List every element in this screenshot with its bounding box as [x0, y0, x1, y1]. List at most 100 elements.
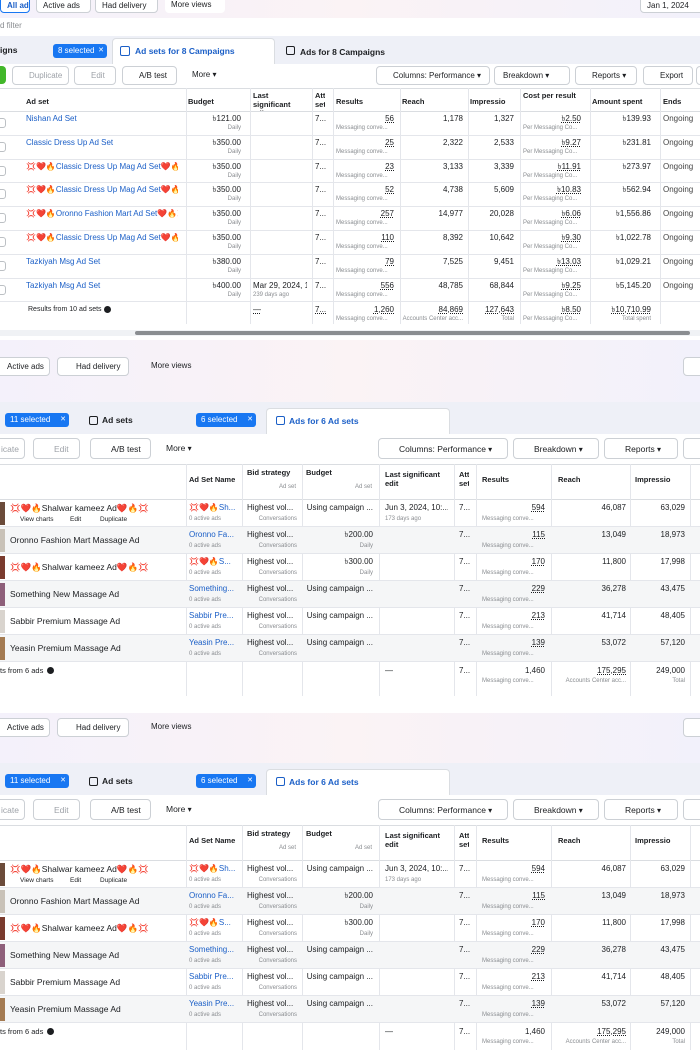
column-header[interactable]: Results — [336, 96, 364, 106]
column-header[interactable]: Reach — [402, 96, 425, 106]
toolbar-button[interactable]: Breakdown — [494, 66, 570, 85]
toolbar-button[interactable]: icate — [0, 438, 25, 459]
view-button[interactable]: Active ads — [0, 718, 50, 737]
toolbar-button[interactable]: More — [160, 799, 204, 820]
row-action[interactable]: Duplicate — [100, 516, 128, 523]
column-header[interactable]: Bid strategy — [247, 468, 291, 477]
column-header[interactable]: Amount spent — [592, 96, 643, 106]
column-header[interactable]: Reach — [558, 835, 581, 845]
view-button[interactable]: More views — [151, 722, 192, 731]
date-picker[interactable]: Jan 1, 2024 — [640, 0, 700, 13]
footer-att: 7... — [459, 666, 470, 675]
column-divider — [468, 88, 469, 324]
toolbar-button[interactable]: Columns: Performance — [378, 438, 508, 459]
cell-impressions: 17,998 — [660, 557, 685, 566]
column-header[interactable]: Results — [482, 474, 510, 484]
column-header[interactable]: Ad Set Name — [189, 835, 236, 845]
column-header[interactable]: Budget — [306, 468, 332, 477]
toolbar-button[interactable]: Duplicate — [12, 66, 69, 85]
row-stripe — [0, 635, 700, 662]
toolbar-button[interactable]: Edit — [74, 66, 116, 85]
toolbar-button[interactable]: Reports — [575, 66, 637, 85]
selected-pill[interactable]: 6 selected — [196, 413, 256, 427]
ad-thumbnail — [0, 863, 5, 886]
column-header[interactable]: Impressio — [635, 835, 671, 845]
toolbar-button[interactable]: Export — [643, 66, 693, 85]
column-header[interactable]: Reach — [558, 474, 581, 484]
column-header[interactable]: Ends — [663, 96, 682, 106]
column-header[interactable]: Att set — [459, 470, 469, 488]
column-header[interactable]: Cost per result — [523, 91, 576, 100]
tab-adsets[interactable]: Ad sets — [102, 776, 133, 786]
toolbar-button[interactable]: Columns: Performance — [376, 66, 490, 85]
tab-ads[interactable]: Ads for 8 Campaigns — [300, 47, 386, 57]
row-action[interactable]: Edit — [70, 516, 82, 523]
toolbar-button[interactable]: A/B test — [90, 438, 151, 459]
tab-ads[interactable]: Ads for 6 Ad sets — [266, 408, 450, 434]
cell-reach: 36,278 — [601, 584, 626, 593]
tab-adsets[interactable]: Ad sets for 8 Campaigns — [112, 38, 275, 64]
column-header[interactable]: Budget — [306, 829, 332, 838]
column-header[interactable]: Att set — [315, 91, 325, 109]
column-header[interactable]: Impressio — [635, 474, 671, 484]
column-header[interactable]: Ad Set Name — [189, 474, 236, 484]
toolbar-button[interactable]: Breakdown — [513, 799, 599, 820]
row-action[interactable]: Duplicate — [100, 877, 128, 884]
toolbar-button[interactable]: More — [160, 438, 204, 459]
column-header[interactable]: Last significant edit — [385, 470, 441, 488]
toolbar-button[interactable]: Columns: Performance — [378, 799, 508, 820]
view-button[interactable]: Active ads — [0, 357, 50, 376]
toolbar-edge[interactable] — [683, 438, 700, 459]
column-header[interactable]: Bid strategy — [247, 829, 291, 838]
toolbar-button[interactable]: A/B test — [122, 66, 177, 85]
toolbar-button[interactable]: More — [184, 66, 224, 85]
cell-budget: ৳200.00 — [344, 891, 373, 900]
view-button[interactable]: Had delivery — [57, 357, 129, 376]
column-header[interactable]: Att set — [459, 831, 469, 849]
row-action[interactable]: View charts — [20, 516, 54, 523]
cell-results: 229 — [531, 584, 545, 593]
cell-results: 170 — [531, 557, 545, 566]
cell-att: 7... — [459, 972, 470, 981]
cell-edit: Jun 3, 2024, 10:... — [385, 864, 448, 873]
footer-reach: 175,295 — [597, 666, 626, 675]
cell-spent: ৳231.81 — [622, 137, 651, 147]
cell-results: 213 — [531, 972, 545, 981]
toolbar-button[interactable]: Edit — [33, 799, 80, 820]
toolbar-button[interactable]: icate — [0, 799, 25, 820]
toolbar-button[interactable]: A/B test — [90, 799, 151, 820]
tab-adsets[interactable]: Ad sets — [102, 415, 133, 425]
grid-view-button[interactable] — [683, 718, 700, 737]
view-button[interactable]: More views — [165, 0, 225, 13]
toolbar-button[interactable]: Breakdown — [513, 438, 599, 459]
cell-note: Per Messaging Co... — [523, 267, 578, 274]
view-button[interactable]: Had delivery — [57, 718, 129, 737]
toolbar-button[interactable]: Reports — [604, 799, 678, 820]
selected-pill[interactable]: 8 selected — [53, 44, 107, 58]
selected-pill[interactable]: 11 selected — [5, 413, 69, 427]
column-header[interactable]: Budget — [188, 96, 214, 106]
column-header[interactable]: Impressio — [470, 96, 506, 106]
tab-ads[interactable]: Ads for 6 Ad sets — [266, 769, 450, 795]
toolbar-button[interactable]: Edit — [33, 438, 80, 459]
toolbar-edge[interactable] — [683, 799, 700, 820]
selected-pill[interactable]: 11 selected — [5, 774, 69, 788]
selected-pill[interactable]: 6 selected — [196, 774, 256, 788]
grid-view-button[interactable] — [683, 357, 700, 376]
column-header[interactable]: Results — [482, 835, 510, 845]
toolbar-button[interactable]: Reports — [604, 438, 678, 459]
view-button[interactable]: More views — [151, 361, 192, 370]
row-action[interactable]: View charts — [20, 877, 54, 884]
footer-note: Total — [672, 1039, 685, 1045]
column-header[interactable]: Last significant edit — [385, 831, 441, 849]
row-stripe — [0, 527, 700, 554]
view-button[interactable]: Had delivery — [95, 0, 158, 13]
view-button[interactable]: All ads — [0, 0, 30, 13]
tab-campaigns[interactable]: igns — [0, 45, 18, 55]
column-header[interactable]: Ad set — [26, 96, 49, 106]
column-header[interactable]: Last significant edit — [253, 91, 291, 111]
footer-note: Messaging conve... — [482, 678, 534, 684]
cell-name: 💢❤️🔥Shalwar kameez Ad❤️🔥💢 — [10, 923, 149, 933]
view-button[interactable]: Active ads — [36, 0, 91, 13]
row-action[interactable]: Edit — [70, 877, 82, 884]
